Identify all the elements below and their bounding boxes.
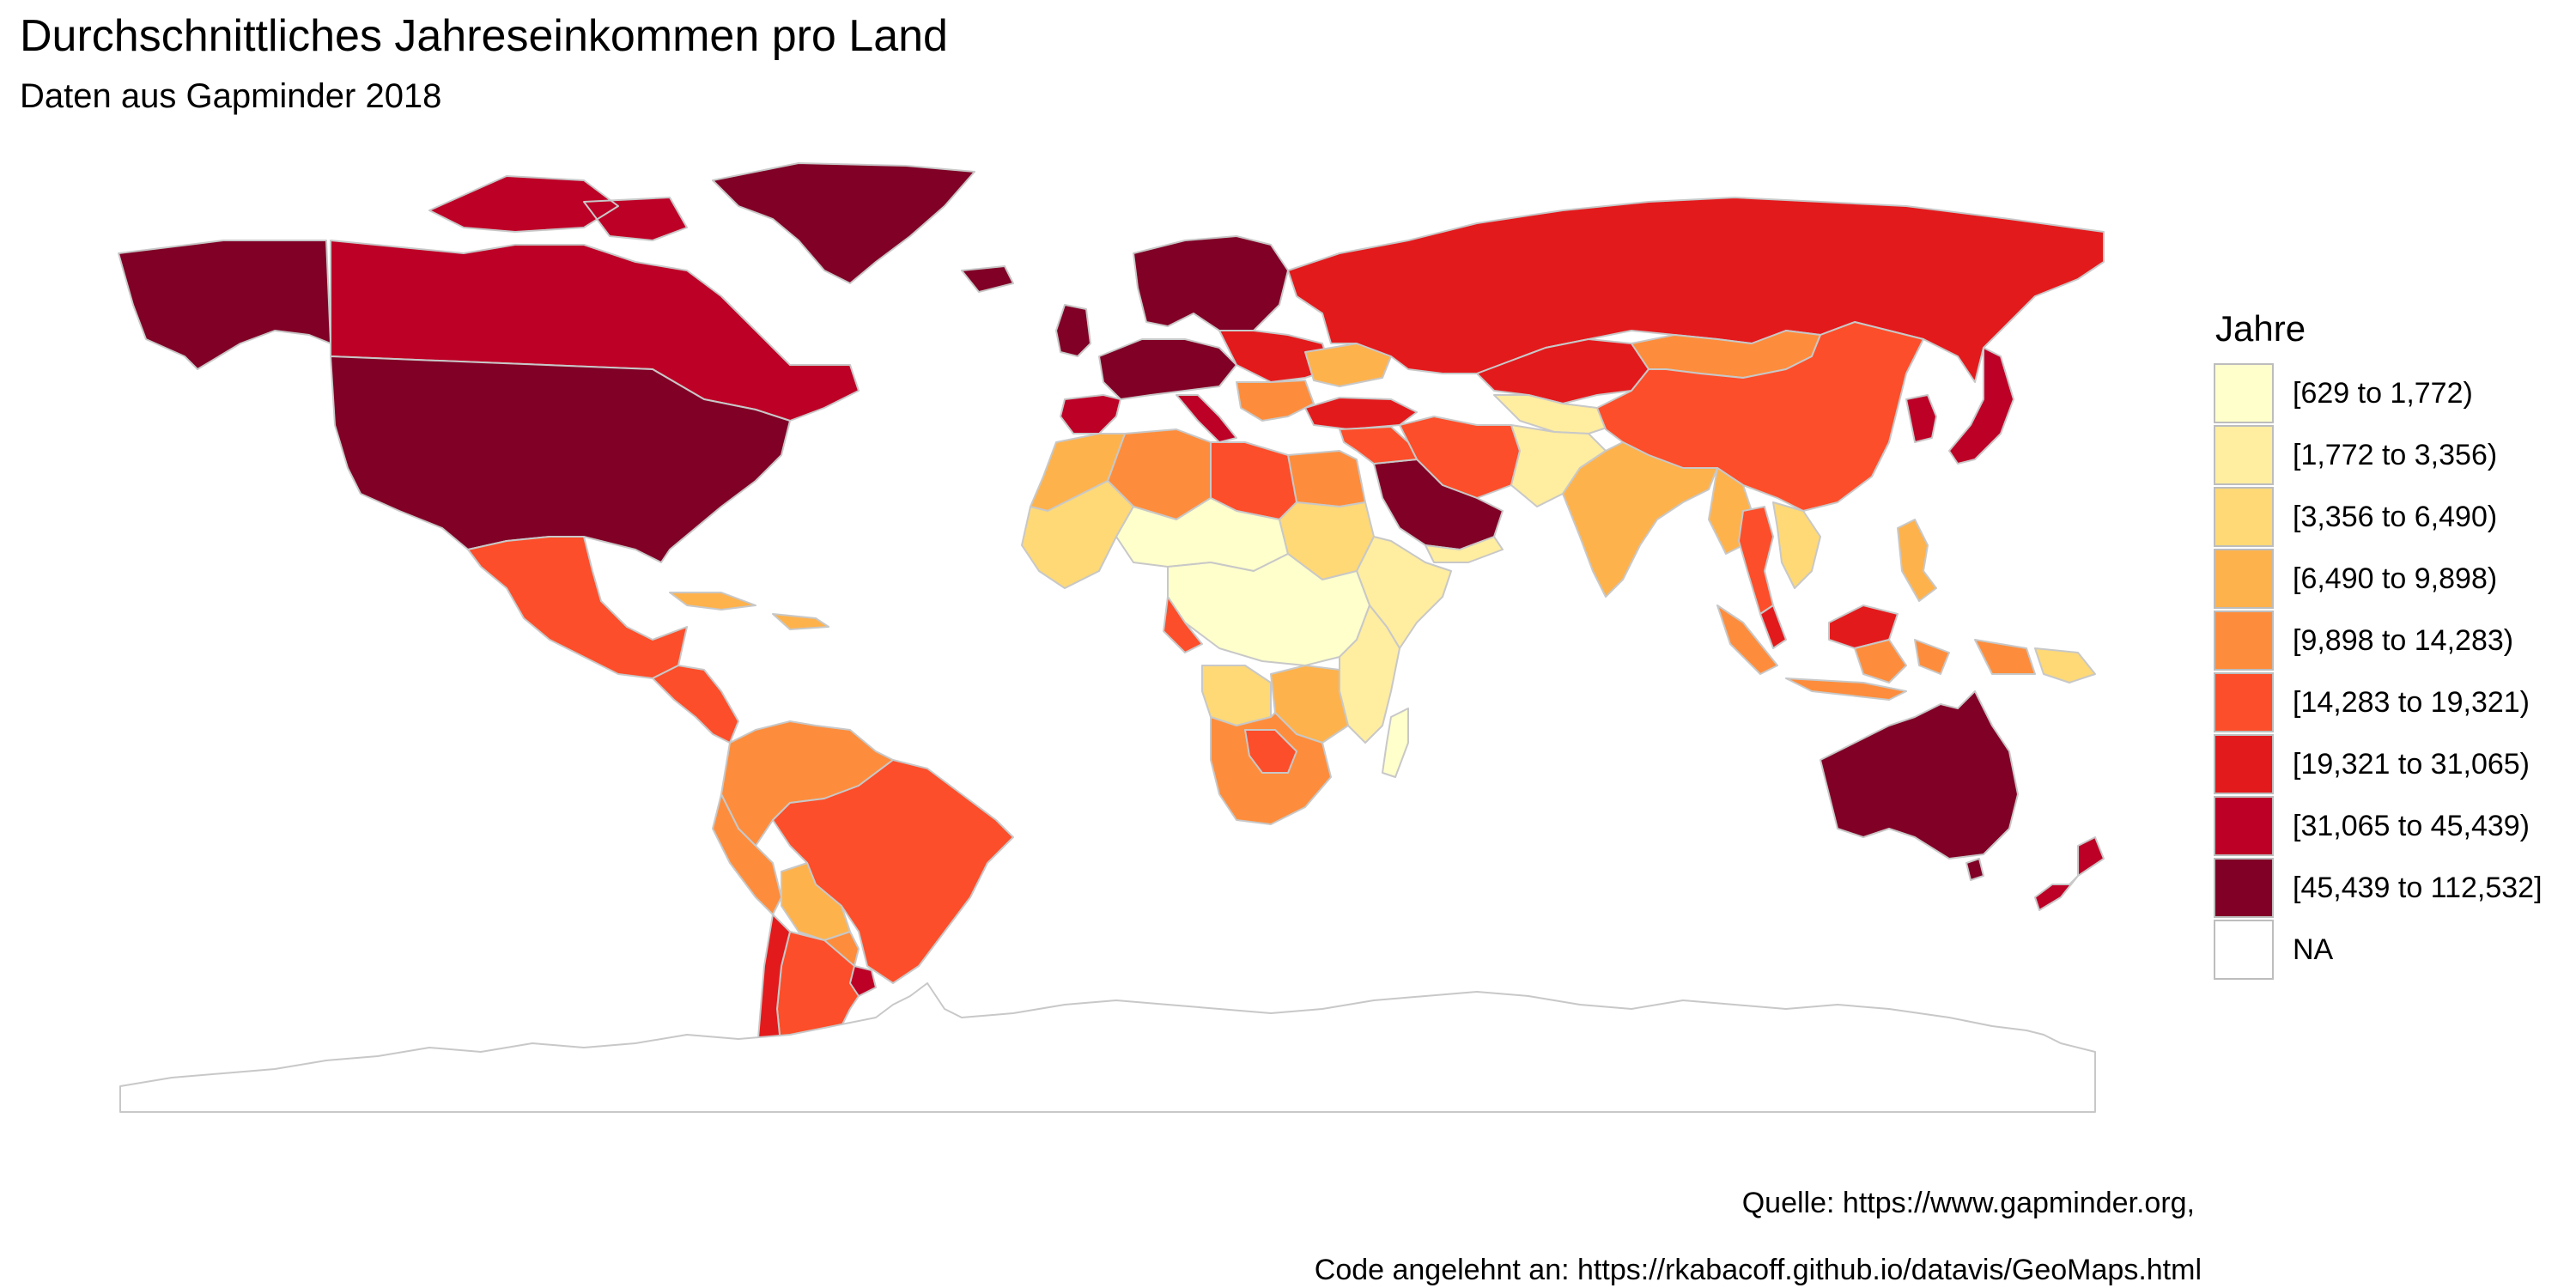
legend-swatch: [2214, 549, 2274, 609]
legend-item: [45,439 to 112,532]: [2214, 857, 2543, 919]
region-uruguay: [849, 965, 877, 997]
legend-swatch: [2214, 363, 2274, 423]
region-philippines: [1897, 519, 1937, 602]
region-iceland: [961, 265, 1014, 293]
legend-item: [19,321 to 31,065): [2214, 733, 2543, 795]
legend-item: [629 to 1,772): [2214, 362, 2543, 424]
region-korea: [1905, 394, 1937, 443]
legend-swatch: [2214, 425, 2274, 485]
region-usa: [330, 355, 791, 563]
legend-label: [3,356 to 6,490): [2293, 500, 2498, 533]
region-mexico: [467, 536, 688, 679]
legend-swatch: [2214, 920, 2274, 980]
region-australia: [1820, 690, 2019, 881]
legend-swatch: [2214, 796, 2274, 856]
legend-label: [19,321 to 31,065): [2293, 747, 2530, 781]
region-southeast-asia: [1772, 501, 1821, 589]
region-botswana: [1244, 729, 1297, 774]
region-madagascar: [1382, 708, 1409, 778]
region-indonesia: [1716, 605, 2036, 701]
region-gabon: [1163, 596, 1203, 653]
region-angola: [1201, 665, 1272, 726]
map-title: Durchschnittliches Jahreseinkommen pro L…: [20, 11, 948, 61]
region-antarctica: [119, 982, 2096, 1113]
region-yemen: [1425, 536, 1504, 563]
region-caribbean: [669, 592, 829, 630]
region-papua-new-guinea: [2034, 647, 2096, 683]
legend-label: [1,772 to 3,356): [2293, 438, 2498, 471]
legend-label: [31,065 to 45,439): [2293, 809, 2530, 842]
region-turkey: [1304, 397, 1418, 430]
legend-swatch: [2214, 611, 2274, 671]
legend-label: [629 to 1,772): [2293, 376, 2473, 410]
region-iberia-italy: [1060, 394, 1237, 443]
legend-item: [14,283 to 19,321): [2214, 671, 2543, 733]
legend-item: [3,356 to 6,490): [2214, 486, 2543, 548]
region-alaska: [118, 240, 331, 370]
region-japan: [1948, 347, 2014, 465]
region-uk-ireland: [1055, 304, 1091, 357]
legend-item: [6,490 to 9,898): [2214, 548, 2543, 610]
caption-code: Code angelehnt an: https://rkabacoff.git…: [1314, 1254, 2202, 1286]
region-balkans: [1236, 380, 1315, 422]
region-greenland: [712, 162, 975, 284]
region-scandinavia: [1133, 235, 1289, 331]
region-central-america: [652, 665, 739, 744]
region-brazil: [772, 759, 1014, 984]
legend-title: Jahre: [2215, 308, 2306, 349]
legend-label: [9,898 to 14,283): [2293, 623, 2514, 657]
legend-swatch: [2214, 672, 2274, 732]
world-map: [118, 162, 2105, 1113]
region-egypt: [1287, 450, 1366, 507]
legend-item: [9,898 to 14,283): [2214, 610, 2543, 671]
legend-label: [6,490 to 9,898): [2293, 562, 2498, 595]
legend-label: NA: [2293, 933, 2334, 966]
legend-item: [31,065 to 45,439): [2214, 795, 2543, 857]
region-peru-ecuador: [712, 793, 782, 915]
legend-item: [1,772 to 3,356): [2214, 424, 2543, 486]
legend: Jahre [629 to 1,772) [1,772 to 3,356) [3,3…: [2214, 307, 2543, 981]
legend-label: [14,283 to 19,321): [2293, 685, 2530, 719]
legend-swatch: [2214, 734, 2274, 794]
legend-item: NA: [2214, 919, 2543, 981]
region-middle-east: [1339, 426, 1418, 465]
caption-source: Quelle: https://www.gapminder.org,: [1741, 1187, 2195, 1219]
legend-label: [45,439 to 112,532]: [2293, 871, 2543, 904]
legend-swatch: [2214, 487, 2274, 547]
map-subtitle: Daten aus Gapminder 2018: [20, 77, 442, 115]
legend-swatch: [2214, 858, 2274, 918]
region-india: [1562, 441, 1718, 598]
region-thailand: [1738, 506, 1774, 615]
region-western-europe: [1098, 338, 1237, 400]
region-new-zealand: [2034, 836, 2105, 911]
